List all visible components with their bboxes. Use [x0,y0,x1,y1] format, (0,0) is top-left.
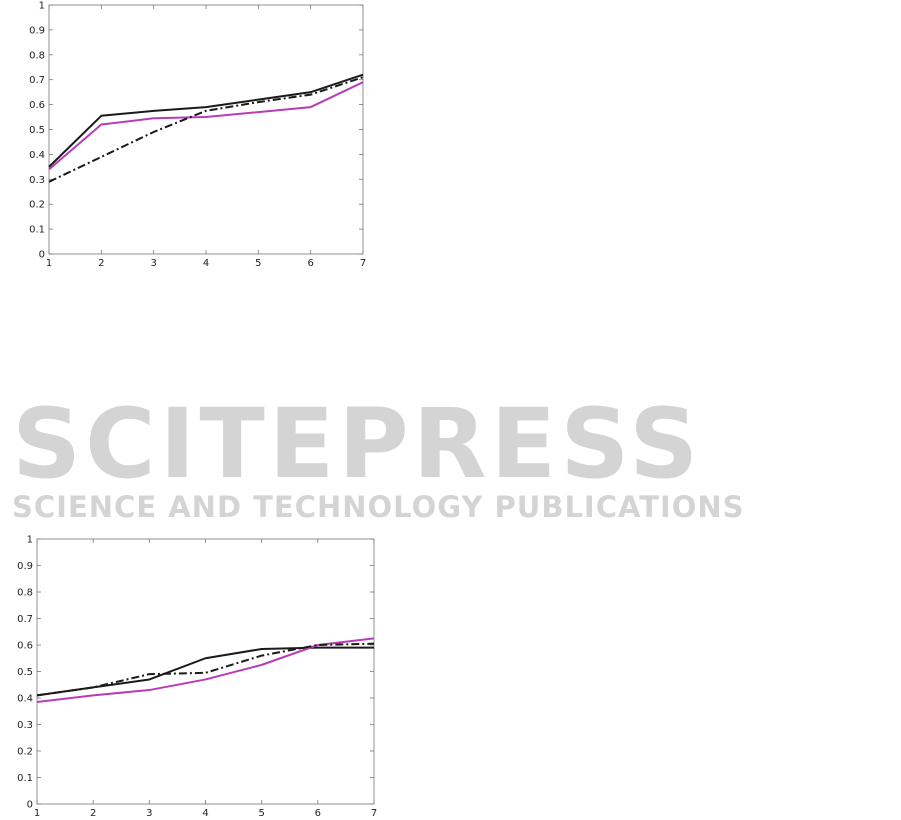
x-tick-label: 5 [258,808,264,819]
plot-frame [36,538,375,805]
series-line-3 [36,642,375,697]
y-tick-label: 0.4 [29,150,45,161]
series-line-2 [48,81,364,171]
x-tick-label: 6 [315,808,321,819]
y-tick-label: 0.1 [29,225,45,236]
series-line-2 [36,637,375,703]
y-tick-label: 0.1 [17,773,33,784]
y-tick-label: 0.5 [17,667,33,678]
chart-1: 0 0.1 0.2 0.3 0.4 0.5 0.6 0.7 0.8 0.9 1 1 2 3 4 5 6 7 [29,1,366,270]
x-tick-label: 2 [90,808,96,819]
y-tick-label: 0.3 [29,175,45,186]
watermark-title: SCITEPRESS [12,388,703,500]
series-line-1 [48,73,364,168]
chart-2: 0 0.1 0.2 0.3 0.4 0.5 0.6 0.7 0.8 0.9 1 1 2 3 4 5 6 7 [17,535,377,820]
x-tick-label: 6 [307,258,313,269]
y-tick-label: 0.6 [17,641,33,652]
y-tick-label: 0.9 [29,25,45,36]
y-tick-label: 0.5 [29,125,45,136]
x-tick-label: 5 [255,258,261,269]
x-tick-label: 3 [150,258,156,269]
watermark-subtitle: SCIENCE AND TECHNOLOGY PUBLICATIONS [12,490,745,524]
y-tick-label: 0 [39,250,45,261]
y-tick-label: 0.4 [17,694,33,705]
x-tick-label: 7 [371,808,377,819]
y-tick-label: 0.7 [29,75,45,86]
x-tick-label: 1 [34,808,40,819]
series-line-3 [48,76,364,183]
y-tick-label: 1 [39,1,45,12]
x-tick-label: 4 [203,258,209,269]
y-tick-label: 0 [27,800,33,811]
y-tick-label: 0.9 [17,561,33,572]
y-tick-label: 0.8 [17,588,33,599]
x-tick-label: 2 [98,258,104,269]
y-tick-label: 0.8 [29,50,45,61]
x-tick-label: 4 [202,808,208,819]
y-tick-label: 0.3 [17,720,33,731]
y-tick-label: 1 [27,535,33,546]
y-tick-label: 0.2 [17,747,33,758]
x-tick-label: 1 [46,258,52,269]
x-tick-label: 7 [360,258,366,269]
y-tick-label: 0.6 [29,100,45,111]
x-tick-label: 3 [146,808,152,819]
series-line-1 [36,646,374,697]
y-tick-label: 0.2 [29,200,45,211]
y-tick-label: 0.7 [17,614,33,625]
